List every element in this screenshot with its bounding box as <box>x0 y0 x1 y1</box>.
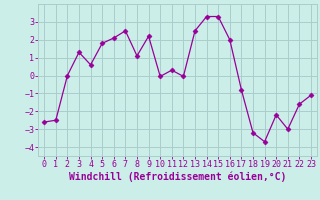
X-axis label: Windchill (Refroidissement éolien,°C): Windchill (Refroidissement éolien,°C) <box>69 172 286 182</box>
